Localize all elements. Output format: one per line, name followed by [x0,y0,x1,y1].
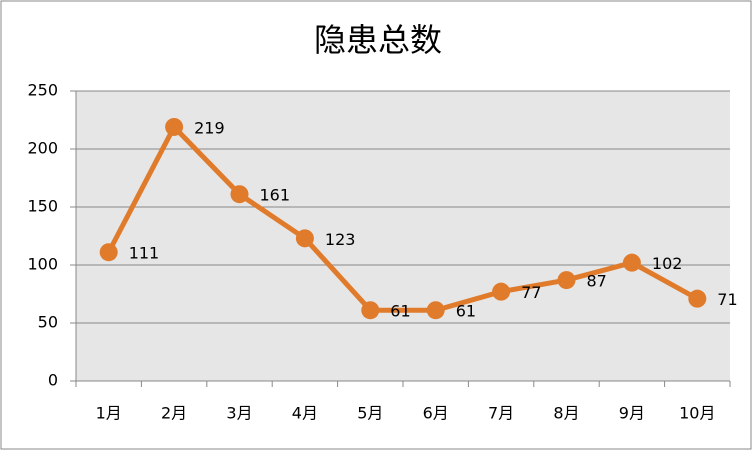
y-tick-label: 200 [27,139,58,158]
x-tick-label: 7月 [488,404,514,423]
point [688,289,707,308]
point [557,271,576,290]
data-label: 87 [587,272,607,291]
x-tick-label: 3月 [226,404,252,423]
y-tick-label: 0 [48,371,58,390]
y-tick-label: 150 [27,197,58,216]
point [99,243,118,262]
data-label: 61 [456,302,476,321]
data-label: 71 [717,290,737,309]
point [361,301,380,320]
chart-title: 隐患总数 [314,21,442,59]
data-label: 219 [194,118,225,137]
x-tick-label: 9月 [619,404,645,423]
data-label: 111 [129,244,160,263]
x-tick-label: 10月 [679,404,715,423]
data-label: 77 [521,283,541,302]
data-label: 161 [260,186,291,205]
point [426,301,445,320]
x-tick-label: 8月 [553,404,579,423]
y-tick-label: 100 [27,255,58,274]
x-tick-label: 1月 [96,404,122,423]
x-tick-label: 6月 [423,404,449,423]
point [622,253,641,272]
point [492,282,511,301]
y-tick-label: 250 [27,81,58,100]
x-tick-label: 2月 [161,404,187,423]
data-label: 61 [390,302,410,321]
data-label: 102 [652,254,683,273]
data-label: 123 [325,230,356,249]
x-tick-label: 4月 [292,404,318,423]
y-tick-label: 50 [38,313,58,332]
point [230,185,249,204]
point [295,229,314,248]
line [106,124,699,313]
x-tick-label: 5月 [357,404,383,423]
point [165,117,184,136]
